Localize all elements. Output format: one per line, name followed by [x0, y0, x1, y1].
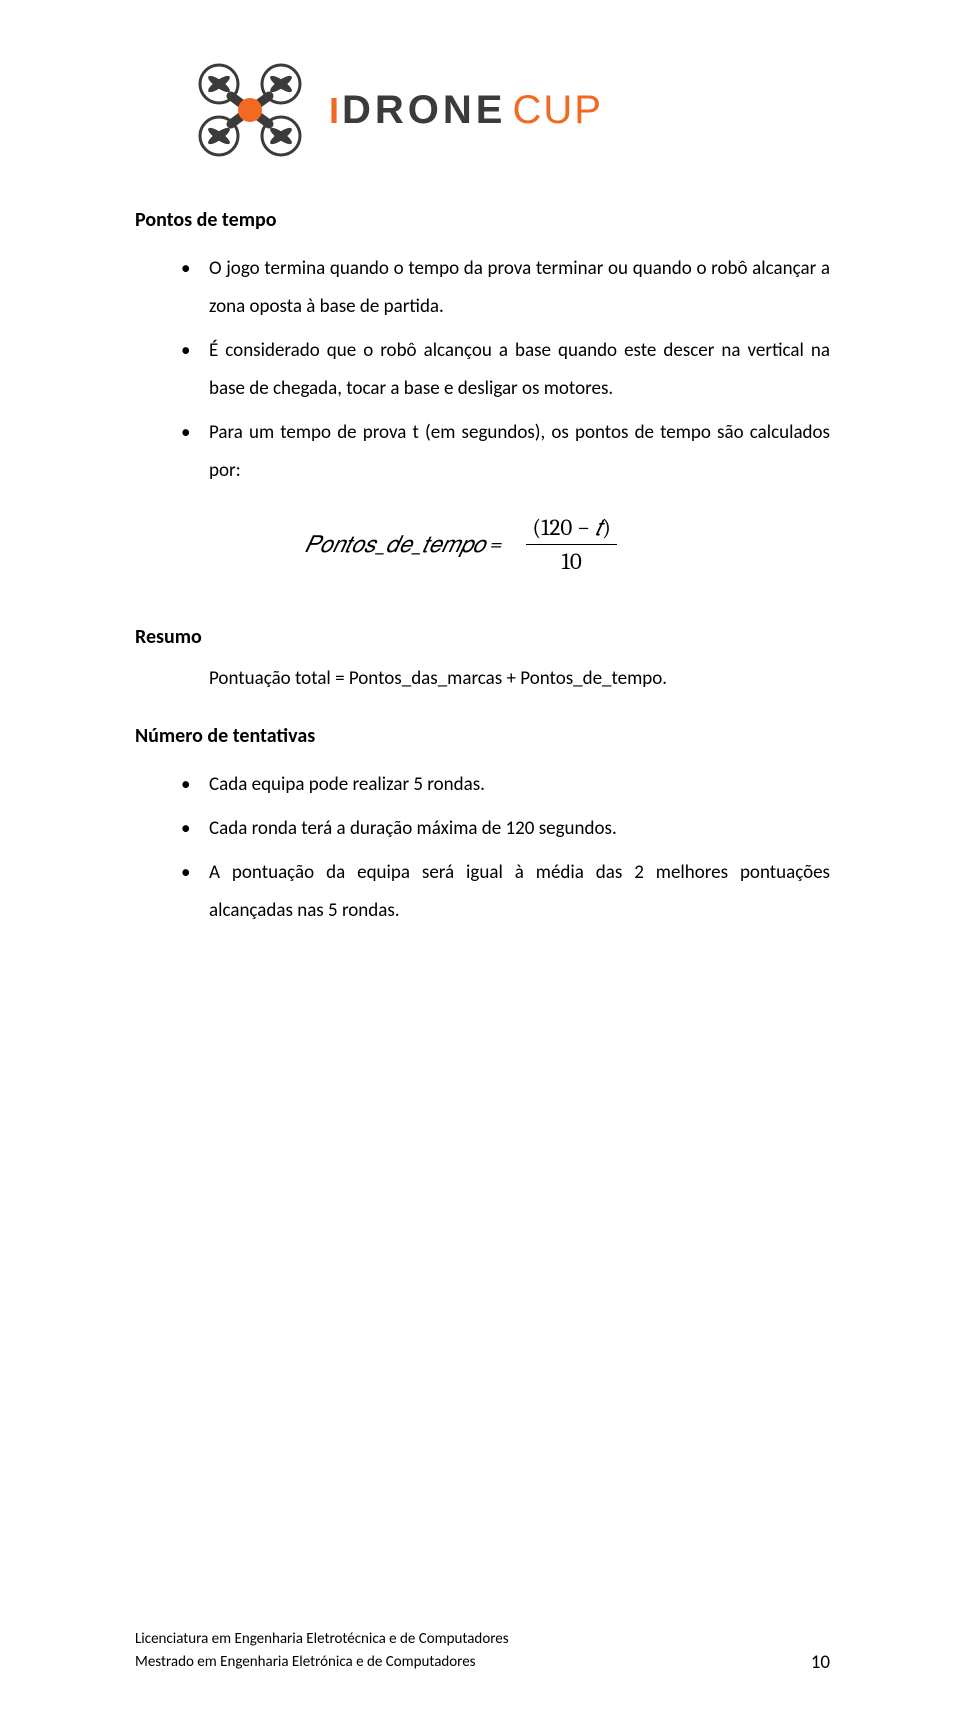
- wordmark: I DRONE CUP: [329, 88, 603, 133]
- heading-numero-tentativas: Número de tentativas: [135, 724, 830, 748]
- bullet-item: O jogo termina quando o tempo da prova t…: [181, 250, 830, 326]
- formula-denominator: 10: [562, 545, 582, 575]
- resumo-line: Pontuação total = Pontos_das_marcas + Po…: [209, 667, 830, 690]
- bullet-item: A pontuação da equipa será igual à média…: [181, 854, 830, 930]
- footer-lines: Licenciatura em Engenharia Eletrotécnica…: [135, 1628, 509, 1675]
- drone-icon: [195, 60, 305, 160]
- wordmark-cup: CUP: [512, 88, 602, 133]
- bullet-item: É considerado que o robô alcançou a base…: [181, 332, 830, 408]
- header-logo: I DRONE CUP: [195, 60, 830, 160]
- page-footer: Licenciatura em Engenharia Eletrotécnica…: [135, 1628, 830, 1675]
- page-number: 10: [811, 1651, 830, 1674]
- heading-pontos-de-tempo: Pontos de tempo: [135, 208, 830, 232]
- footer-line-2: Mestrado em Engenharia Eletrónica e de C…: [135, 1651, 509, 1674]
- bullets-numero-tentativas: Cada equipa pode realizar 5 rondas. Cada…: [181, 766, 830, 930]
- wordmark-i: I: [329, 90, 340, 132]
- bullet-item: Para um tempo de prova t (em segundos), …: [181, 414, 830, 490]
- bullets-pontos-de-tempo: O jogo termina quando o tempo da prova t…: [181, 250, 830, 490]
- formula-fraction: (120 − 𝑡) 10: [526, 514, 616, 575]
- formula-pontos-de-tempo: 𝑃𝑜𝑛𝑡𝑜𝑠_𝑑𝑒_𝑡𝑒𝑚𝑝𝑜 = (120 − 𝑡) 10: [305, 514, 617, 575]
- footer-line-1: Licenciatura em Engenharia Eletrotécnica…: [135, 1628, 509, 1651]
- heading-resumo: Resumo: [135, 625, 830, 649]
- wordmark-drone: DRONE: [342, 88, 506, 133]
- bullet-item: Cada equipa pode realizar 5 rondas.: [181, 766, 830, 804]
- formula-numerator: (120 − 𝑡): [526, 514, 616, 545]
- page-content: Pontos de tempo O jogo termina quando o …: [135, 208, 830, 930]
- formula-lhs: 𝑃𝑜𝑛𝑡𝑜𝑠_𝑑𝑒_𝑡𝑒𝑚𝑝𝑜 =: [305, 531, 502, 558]
- bullet-item: Cada ronda terá a duração máxima de 120 …: [181, 810, 830, 848]
